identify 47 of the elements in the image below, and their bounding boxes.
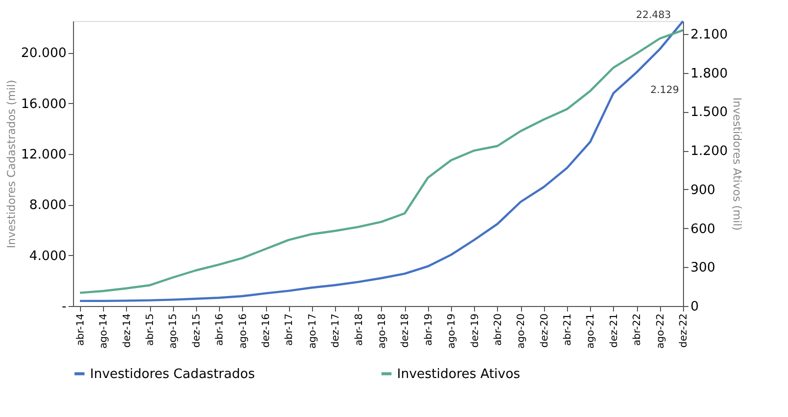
y-axis-title: Investidores Cadastrados (mil): [5, 80, 18, 248]
x-tick-label: abr-16: [214, 314, 226, 346]
legend-label: Investidores Cadastrados: [90, 366, 256, 382]
x-tick-label: ago-20: [516, 314, 528, 349]
y-tick-label: 4.000: [29, 248, 66, 264]
y2-tick-label: 300: [690, 260, 716, 276]
y2-axis-title: Investidores Ativos (mil): [730, 97, 744, 231]
x-tick-label: ago-22: [655, 314, 666, 349]
x-tick-label: abr-18: [354, 314, 365, 346]
y-tick-label: 20.000: [21, 46, 66, 62]
x-tick-label: dez-20: [539, 314, 550, 348]
y2-tick-label: 1.200: [690, 144, 728, 160]
x-tick-label: abr-21: [562, 314, 574, 346]
x-tick-label: abr-22: [632, 314, 644, 346]
annotation: 2.129: [650, 85, 679, 96]
x-tick-label: ago-15: [168, 314, 180, 349]
y2-tick-label: 1.500: [690, 105, 728, 120]
y-tick-label: 12.000: [21, 148, 66, 162]
x-tick-label: abr-14: [75, 314, 86, 346]
y-tick-label: 8.000: [29, 198, 66, 214]
x-tick-label: dez-14: [122, 314, 133, 348]
legend-label: Investidores Ativos: [397, 366, 520, 382]
y-tick-label: -: [62, 300, 67, 314]
x-tick-label: ago-16: [238, 314, 249, 349]
x-tick-label: abr-19: [423, 314, 434, 346]
x-tick-label: ago-17: [307, 314, 318, 349]
text: 22.483: [636, 10, 671, 22]
x-tick-label: abr-15: [145, 314, 156, 346]
x-tick-label: ago-19: [446, 314, 458, 349]
x-tick-label: dez-22: [678, 314, 690, 348]
y-tick-label: 16.000: [21, 96, 66, 112]
x-tick-label: dez-18: [400, 314, 412, 348]
y2-tick-label: 0: [690, 300, 699, 314]
x-tick-label: dez-19: [470, 314, 481, 348]
x-tick-label: dez-17: [330, 314, 342, 348]
y2-tick-label: 900: [690, 182, 716, 198]
x-tick-label: abr-20: [492, 314, 504, 346]
x-tick-label: dez-21: [608, 314, 620, 348]
x-tick-label: dez-15: [191, 314, 202, 348]
x-tick-label: ago-14: [98, 314, 110, 349]
x-tick-label: dez-16: [261, 314, 272, 348]
x-tick-label: ago-18: [376, 314, 388, 349]
x-tick-label: ago-21: [586, 314, 597, 349]
y2-tick-label: 2.100: [690, 27, 728, 42]
x-tick-label: abr-17: [284, 314, 296, 346]
y2-tick-label: 600: [690, 222, 716, 237]
y2-tick-label: 1.800: [690, 66, 728, 82]
